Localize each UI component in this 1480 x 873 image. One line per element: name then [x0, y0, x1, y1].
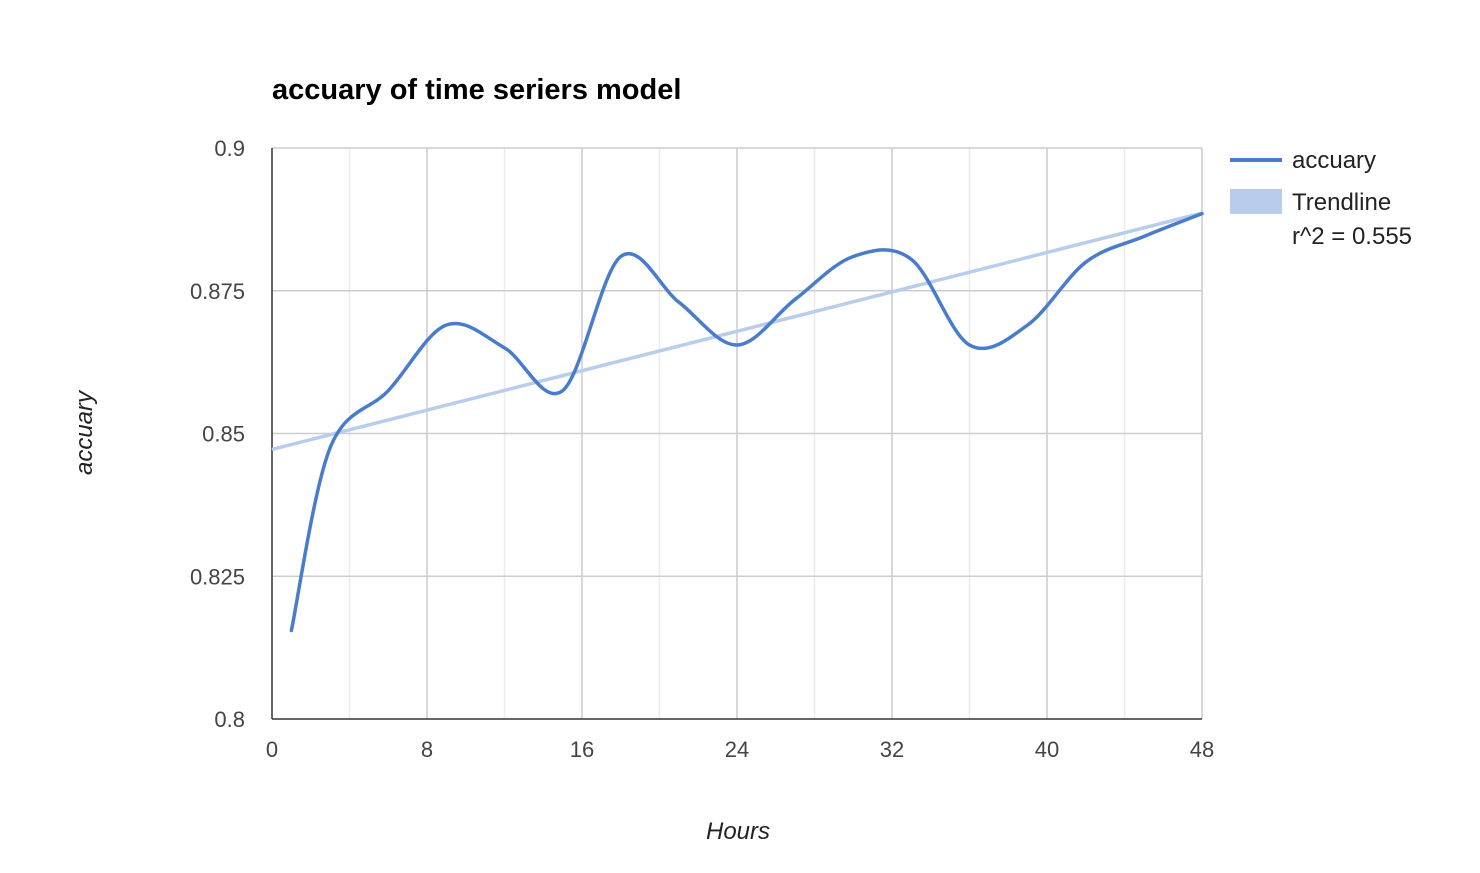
x-tick-label: 48 [1190, 737, 1214, 762]
y-tick-label: 0.85 [202, 422, 245, 447]
grid-lines [272, 147, 1203, 719]
axes [271, 148, 1202, 720]
y-tick-label: 0.875 [190, 279, 245, 304]
x-tick-label: 40 [1035, 737, 1059, 762]
y-axis-title: accuary [71, 389, 98, 475]
trendline-layer [271, 211, 1203, 452]
y-tick-label: 0.825 [190, 564, 245, 589]
series-line-accuary [289, 211, 1204, 633]
legend-trendline-r2: r^2 = 0.555 [1292, 223, 1412, 250]
x-tick-label: 16 [570, 737, 594, 762]
tick-labels: 0 8 16 24 32 40 48 0.8 0.825 0.85 0.875 0.9 [190, 136, 1214, 762]
legend-accuary-label: accuary [1292, 147, 1376, 174]
series-layer [289, 211, 1204, 633]
x-tick-label: 8 [421, 737, 433, 762]
x-tick-label: 0 [266, 737, 278, 762]
x-tick-label: 32 [880, 737, 904, 762]
x-tick-label: 24 [725, 737, 749, 762]
chart-title: accuary of time seriers model [272, 74, 681, 106]
legend-trendline-label: Trendline [1292, 189, 1391, 216]
trendline [271, 211, 1203, 452]
legend: accuary Trendline r^2 = 0.555 [1230, 147, 1412, 250]
legend-trendline-swatch [1230, 189, 1282, 214]
x-axis-title: Hours [706, 818, 770, 845]
y-tick-label: 0.8 [214, 707, 245, 732]
y-tick-label: 0.9 [214, 136, 245, 161]
